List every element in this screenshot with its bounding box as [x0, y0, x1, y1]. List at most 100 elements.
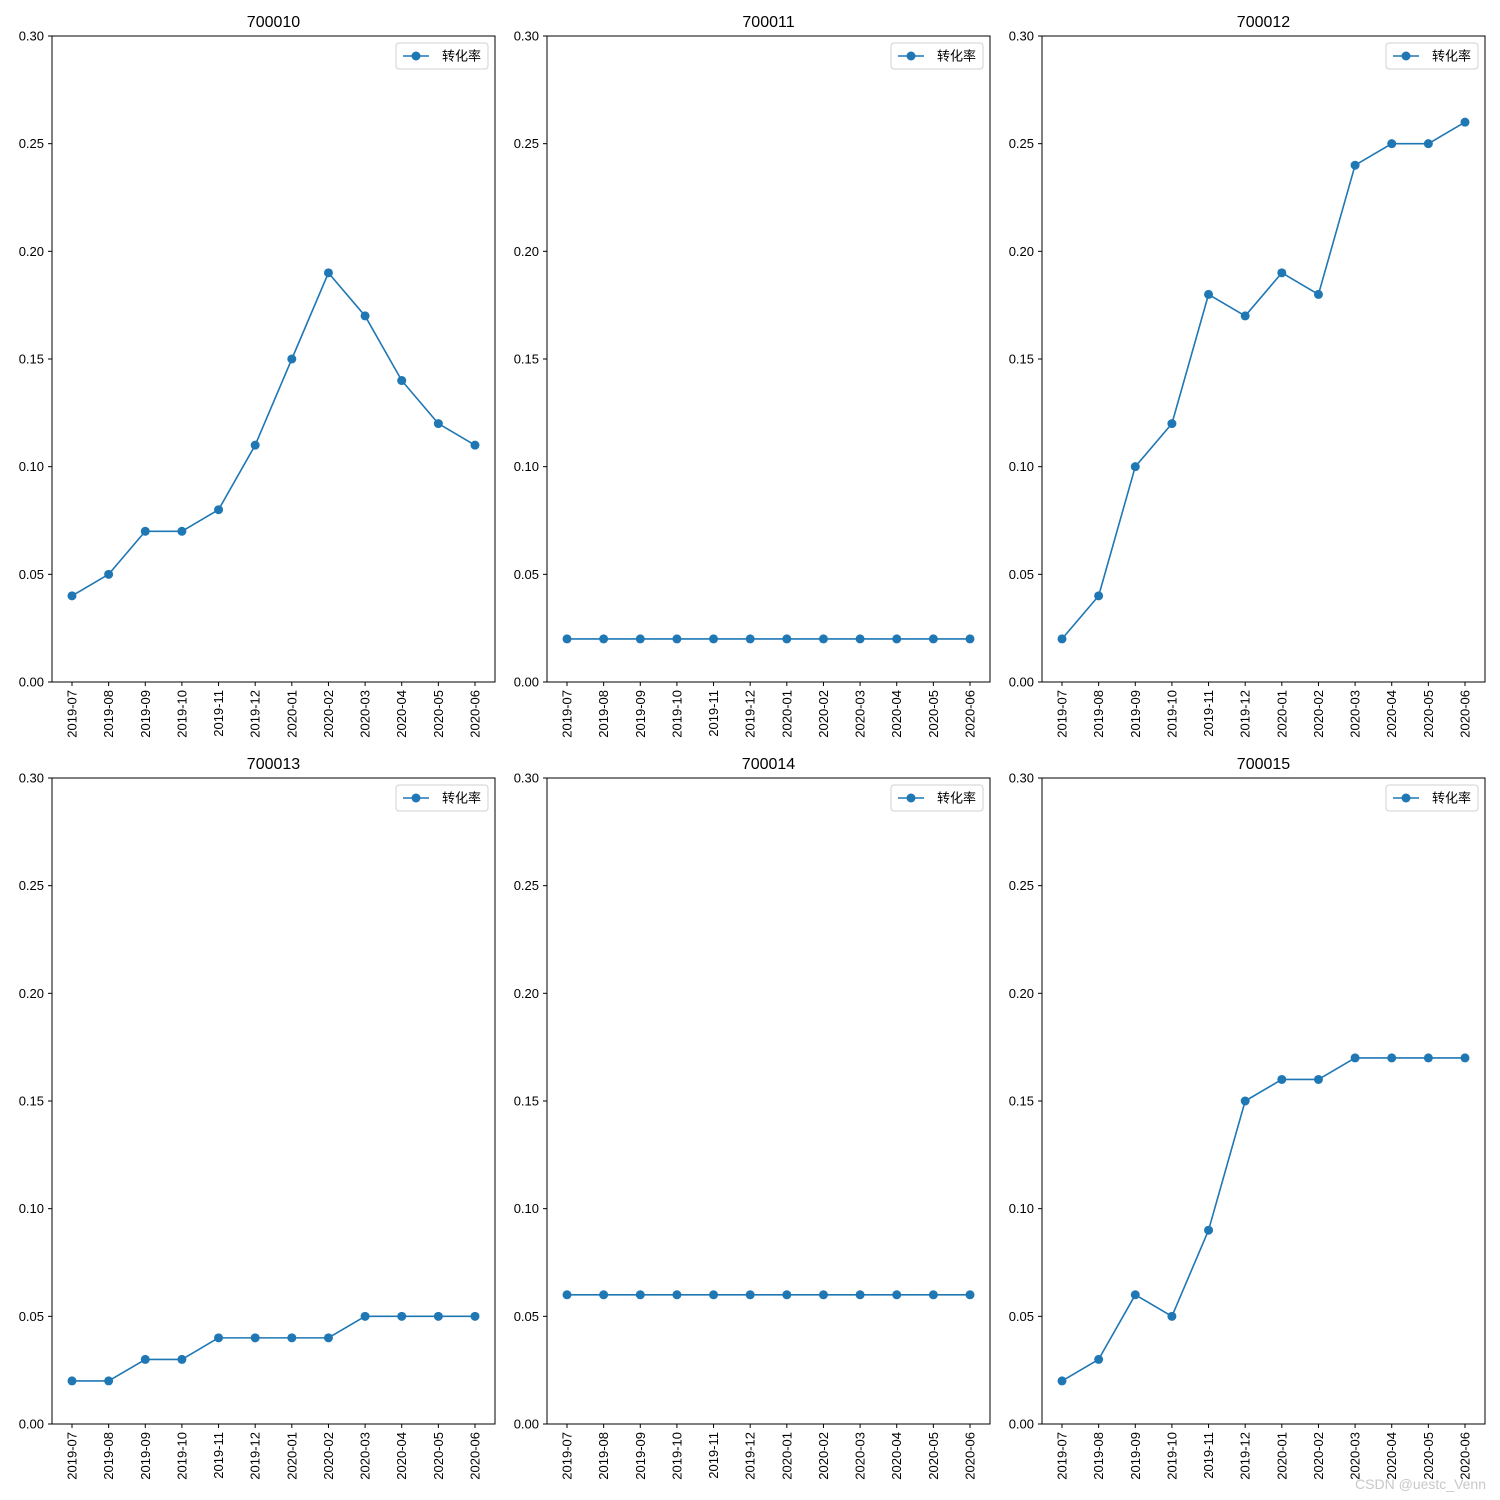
- x-tick-label: 2020-05: [926, 690, 941, 738]
- data-point: [433, 1311, 443, 1321]
- subplot-700014: 700014 0.00 0.05 0.10 0.15 0.20 0.25 0.30 2019-0…: [514, 756, 991, 1480]
- subplot-title: 700014: [742, 756, 795, 773]
- x-tick-label: 2020-03: [358, 1432, 373, 1480]
- x-tick-label: 2019-09: [1128, 1432, 1143, 1480]
- x-tick-label: 2020-06: [468, 690, 483, 738]
- y-tick-label: 0.30: [19, 29, 44, 44]
- x-tick-label: 2020-06: [963, 690, 978, 738]
- data-point: [1094, 1354, 1104, 1364]
- data-point: [1167, 419, 1177, 429]
- x-tick-label: 2019-10: [669, 690, 684, 738]
- data-point: [1460, 117, 1470, 127]
- y-tick-label: 0.15: [514, 1094, 539, 1109]
- data-point: [1423, 139, 1433, 149]
- x-tick-label: 2019-07: [65, 1432, 80, 1480]
- x-tick-label: 2019-11: [1201, 1432, 1216, 1479]
- x-tick-label: 2020-04: [1384, 1432, 1399, 1480]
- data-point: [672, 634, 682, 644]
- y-tick-label: 0.15: [1009, 1094, 1034, 1109]
- data-point: [1240, 1096, 1250, 1106]
- data-point: [287, 354, 297, 364]
- data-point: [177, 1354, 187, 1364]
- data-point: [782, 1290, 792, 1300]
- subplot-700012: 700012 0.00 0.05 0.10 0.15 0.20 0.25 0.30 2019-0…: [1009, 14, 1486, 738]
- y-tick-label: 0.05: [1009, 1309, 1034, 1324]
- data-point: [1167, 1311, 1177, 1321]
- data-point: [818, 1290, 828, 1300]
- data-point: [855, 634, 865, 644]
- subplot-title: 700015: [1237, 756, 1290, 773]
- x-tick-label: 2020-02: [1311, 690, 1326, 738]
- y-tick-label: 0.15: [19, 1094, 44, 1109]
- y-tick-label: 0.25: [514, 136, 539, 151]
- data-point: [782, 634, 792, 644]
- data-point: [397, 1311, 407, 1321]
- data-point: [1350, 160, 1360, 170]
- x-tick-label: 2020-02: [1311, 1432, 1326, 1480]
- x-tick-label: 2020-01: [1274, 1432, 1289, 1480]
- data-point: [433, 419, 443, 429]
- data-point: [214, 1333, 224, 1343]
- y-tick-label: 0.15: [19, 352, 44, 367]
- x-tick-label: 2020-04: [394, 1432, 409, 1480]
- data-point: [892, 1290, 902, 1300]
- x-tick-label: 2019-07: [560, 1432, 575, 1480]
- subplot-700011: 700011 0.00 0.05 0.10 0.15 0.20 0.25 0.30 2019-0…: [514, 14, 991, 738]
- x-tick-label: 2019-11: [706, 1432, 721, 1479]
- x-tick-label: 2020-03: [853, 690, 868, 738]
- legend-marker: [906, 793, 916, 803]
- data-point: [635, 634, 645, 644]
- y-tick-label: 0.00: [514, 1417, 539, 1432]
- legend-marker: [411, 793, 421, 803]
- x-tick-label: 2020-05: [926, 1432, 941, 1480]
- data-point: [250, 1333, 260, 1343]
- data-point: [1130, 462, 1140, 472]
- x-tick-label: 2019-08: [101, 1432, 116, 1480]
- x-tick-label: 2020-06: [963, 1432, 978, 1480]
- x-tick-label: 2019-12: [1238, 1432, 1253, 1480]
- data-point: [360, 311, 370, 321]
- data-point: [67, 591, 77, 601]
- x-tick-label: 2019-08: [596, 690, 611, 738]
- x-tick-label: 2019-10: [669, 1432, 684, 1480]
- y-tick-label: 0.10: [514, 1201, 539, 1216]
- y-tick-label: 0.05: [1009, 567, 1034, 582]
- legend-box: [890, 42, 984, 70]
- data-point: [287, 1333, 297, 1343]
- data-point: [1387, 1053, 1397, 1063]
- series-line: [1061, 121, 1466, 640]
- data-point: [104, 1376, 114, 1386]
- data-point: [1057, 1376, 1067, 1386]
- legend-box: [1385, 42, 1479, 70]
- x-tick-label: 2020-05: [1421, 690, 1436, 738]
- x-tick-label: 2019-09: [1128, 690, 1143, 738]
- y-tick-label: 0.30: [19, 771, 44, 786]
- data-point: [1387, 139, 1397, 149]
- data-point: [1313, 289, 1323, 299]
- data-point: [562, 634, 572, 644]
- data-point: [1094, 591, 1104, 601]
- y-tick-label: 0.30: [1009, 29, 1034, 44]
- series-line: [71, 272, 476, 597]
- y-tick-label: 0.05: [514, 1309, 539, 1324]
- data-point: [892, 634, 902, 644]
- data-point: [745, 634, 755, 644]
- x-tick-label: 2019-12: [1238, 690, 1253, 738]
- x-tick-label: 2019-12: [248, 690, 263, 738]
- data-point: [250, 440, 260, 450]
- data-point: [323, 1333, 333, 1343]
- x-tick-label: 2020-02: [816, 1432, 831, 1480]
- x-tick-label: 2020-01: [779, 1432, 794, 1480]
- y-tick-label: 0.20: [1009, 244, 1034, 259]
- x-tick-label: 2020-03: [1348, 690, 1363, 738]
- x-tick-label: 2019-07: [65, 690, 80, 738]
- x-tick-label: 2020-01: [779, 690, 794, 738]
- x-tick-label: 2020-03: [358, 690, 373, 738]
- x-tick-label: 2019-12: [743, 690, 758, 738]
- subplot-title: 700011: [742, 14, 794, 31]
- data-point: [397, 376, 407, 386]
- data-point: [709, 1290, 719, 1300]
- data-point: [1204, 1225, 1214, 1235]
